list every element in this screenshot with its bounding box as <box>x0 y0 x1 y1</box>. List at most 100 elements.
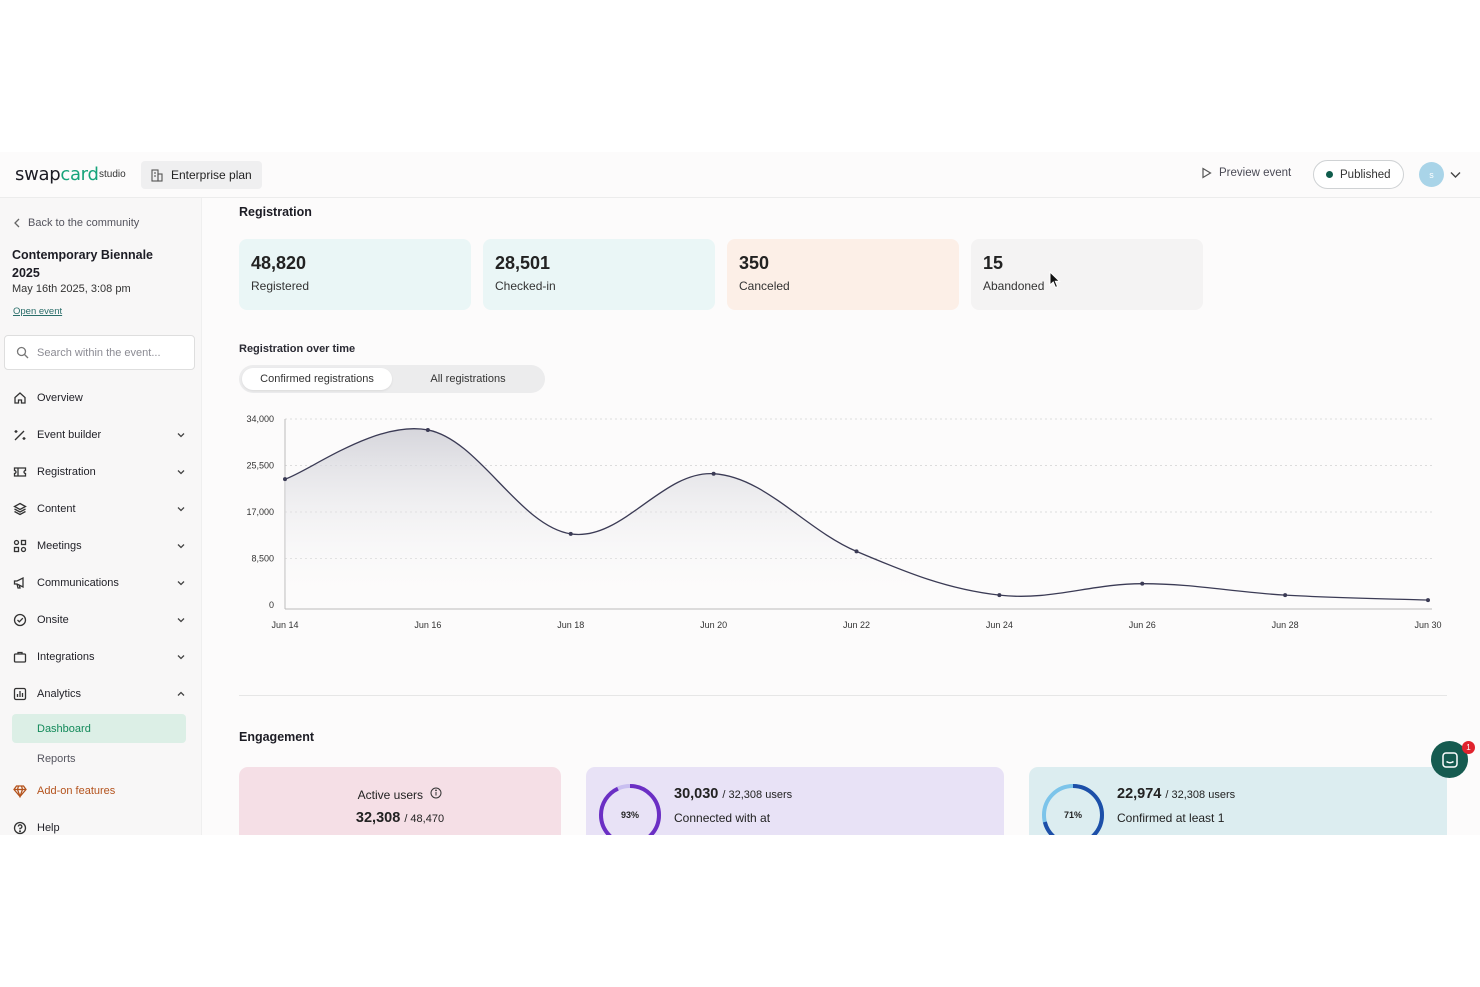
chevron-up-icon <box>177 691 185 696</box>
sidebar-item-label: Add-on features <box>37 785 116 797</box>
swapcard-logo[interactable]: swapcard <box>15 164 99 185</box>
sidebar-item-label: Analytics <box>37 688 82 700</box>
engagement-section-title: Engagement <box>239 730 315 744</box>
stat-value: 28,501 <box>495 253 551 273</box>
event-name: Contemporary Biennale 2025 <box>12 248 154 280</box>
logo-text-accent: card <box>60 164 99 185</box>
stat-card-checked-in: 28,501 Checked-in <box>483 239 715 310</box>
search-input[interactable] <box>37 346 187 359</box>
chevron-down-icon <box>177 470 185 475</box>
stat-label: Checked-in <box>495 279 556 293</box>
stat-card-canceled: 350 Canceled <box>727 239 959 310</box>
building-icon <box>151 169 163 182</box>
briefcase-icon <box>13 650 27 664</box>
sidebar-item-help[interactable]: Help <box>0 813 202 835</box>
avatar[interactable]: s <box>1419 162 1444 187</box>
play-icon <box>1202 167 1212 179</box>
sidebar-item-label: Content <box>37 503 76 515</box>
chevron-down-icon[interactable] <box>1449 168 1462 181</box>
chevron-down-icon <box>177 655 185 660</box>
sidebar-item-event-builder[interactable]: Event builder <box>0 420 202 450</box>
data-point <box>711 471 716 476</box>
confirmed-value: 22,974 / 32,308 users <box>1117 786 1235 802</box>
connected-total: / 32,308 users <box>722 789 793 801</box>
stat-label: Registered <box>251 279 310 293</box>
data-point <box>568 531 573 536</box>
mouse-cursor-icon <box>1049 271 1061 289</box>
active-users-label: Active users <box>357 788 423 802</box>
data-point <box>1426 598 1430 603</box>
stat-card-abandoned: 15 Abandoned <box>971 239 1203 310</box>
sidebar-item-integrations[interactable]: Integrations <box>0 642 202 672</box>
active-users-value: 32,308 / 48,470 <box>239 810 561 826</box>
y-tick-label: 8,500 <box>251 554 274 564</box>
sidebar-item-label: Onsite <box>37 614 69 626</box>
data-point <box>1283 593 1288 598</box>
sidebar-item-overview[interactable]: Overview <box>0 383 202 413</box>
open-event-link[interactable]: Open event <box>13 306 63 317</box>
search-box[interactable] <box>4 335 195 370</box>
event-date: May 16th 2025, 3:08 pm <box>12 283 131 295</box>
connected-description: Connected with at <box>674 811 771 825</box>
active-users-title: Active users <box>239 787 561 802</box>
sidebar-subitem-reports[interactable]: Reports <box>37 752 76 765</box>
chevron-down-icon <box>177 433 185 438</box>
connected-value: 30,030 / 32,308 users <box>674 786 792 802</box>
chevron-left-icon <box>14 218 20 228</box>
plan-label: Enterprise plan <box>171 168 252 182</box>
chevron-down-icon <box>177 581 185 586</box>
sidebar-item-registration[interactable]: Registration <box>0 457 202 487</box>
data-point <box>425 427 430 432</box>
ticket-icon <box>13 465 27 479</box>
bar-chart-icon <box>13 687 27 701</box>
diamond-icon <box>13 784 27 798</box>
active-users-total: / 48,470 <box>404 813 445 825</box>
megaphone-icon <box>13 576 27 590</box>
sidebar-item-label: Event builder <box>37 429 102 441</box>
series-line <box>284 428 1429 601</box>
help-icon <box>13 821 27 835</box>
top-bar: swapcard studio Enterprise plan Preview … <box>0 152 1480 198</box>
y-tick-label: 17,000 <box>246 507 274 517</box>
stat-card-registered: 48,820 Registered <box>239 239 471 310</box>
plan-chip[interactable]: Enterprise plan <box>141 161 262 189</box>
status-badge[interactable]: Published <box>1313 160 1404 189</box>
toggle-all-registrations[interactable]: All registrations <box>430 373 506 385</box>
chat-notification-badge: 1 <box>1462 741 1475 754</box>
confirmed-total: / 32,308 users <box>1165 789 1236 801</box>
chat-button[interactable] <box>1431 741 1468 778</box>
layers-icon <box>13 502 27 516</box>
x-tick-label: Jun 24 <box>986 620 1013 630</box>
sidebar-subitem-dashboard[interactable]: Dashboard <box>12 714 186 743</box>
toggle-confirmed-registrations[interactable]: Confirmed registrations <box>242 368 392 390</box>
sidebar-item-meetings[interactable]: Meetings <box>0 531 202 561</box>
logo-text: swap <box>15 164 61 185</box>
x-tick-label: Jun 16 <box>414 620 441 630</box>
logo-studio-label: studio <box>99 169 126 180</box>
confirmed-progress-ring <box>1042 784 1104 835</box>
connected-progress-ring <box>599 784 661 835</box>
connected-percent: 93% <box>620 810 639 820</box>
confirmed-percent: 71% <box>1063 810 1082 820</box>
data-point <box>997 593 1002 598</box>
info-icon[interactable] <box>430 787 442 799</box>
back-to-community-link[interactable]: Back to the community <box>13 217 139 229</box>
registration-over-time-title: Registration over time <box>239 343 356 355</box>
active-users-count: 32,308 <box>355 810 401 826</box>
data-point <box>854 549 859 554</box>
connected-count: 30,030 <box>674 786 719 802</box>
stat-value: 48,820 <box>251 253 307 273</box>
sidebar-item-onsite[interactable]: Onsite <box>0 605 202 635</box>
preview-label: Preview event <box>1219 167 1292 179</box>
sidebar-item-addon-features[interactable]: Add-on features <box>0 776 202 806</box>
sidebar-item-analytics[interactable]: Analytics <box>0 679 202 709</box>
sidebar-item-content[interactable]: Content <box>0 494 202 524</box>
confirmed-card: 71% 22,974 / 32,308 users Confirmed at l… <box>1029 767 1447 835</box>
sidebar-item-label: Meetings <box>37 540 82 552</box>
x-tick-label: Jun 18 <box>557 620 584 630</box>
y-tick-label: 0 <box>269 600 274 610</box>
preview-event-button[interactable]: Preview event <box>1201 167 1291 179</box>
x-tick-label: Jun 20 <box>700 620 727 630</box>
chevron-down-icon <box>177 618 185 623</box>
sidebar-item-communications[interactable]: Communications <box>0 568 202 598</box>
